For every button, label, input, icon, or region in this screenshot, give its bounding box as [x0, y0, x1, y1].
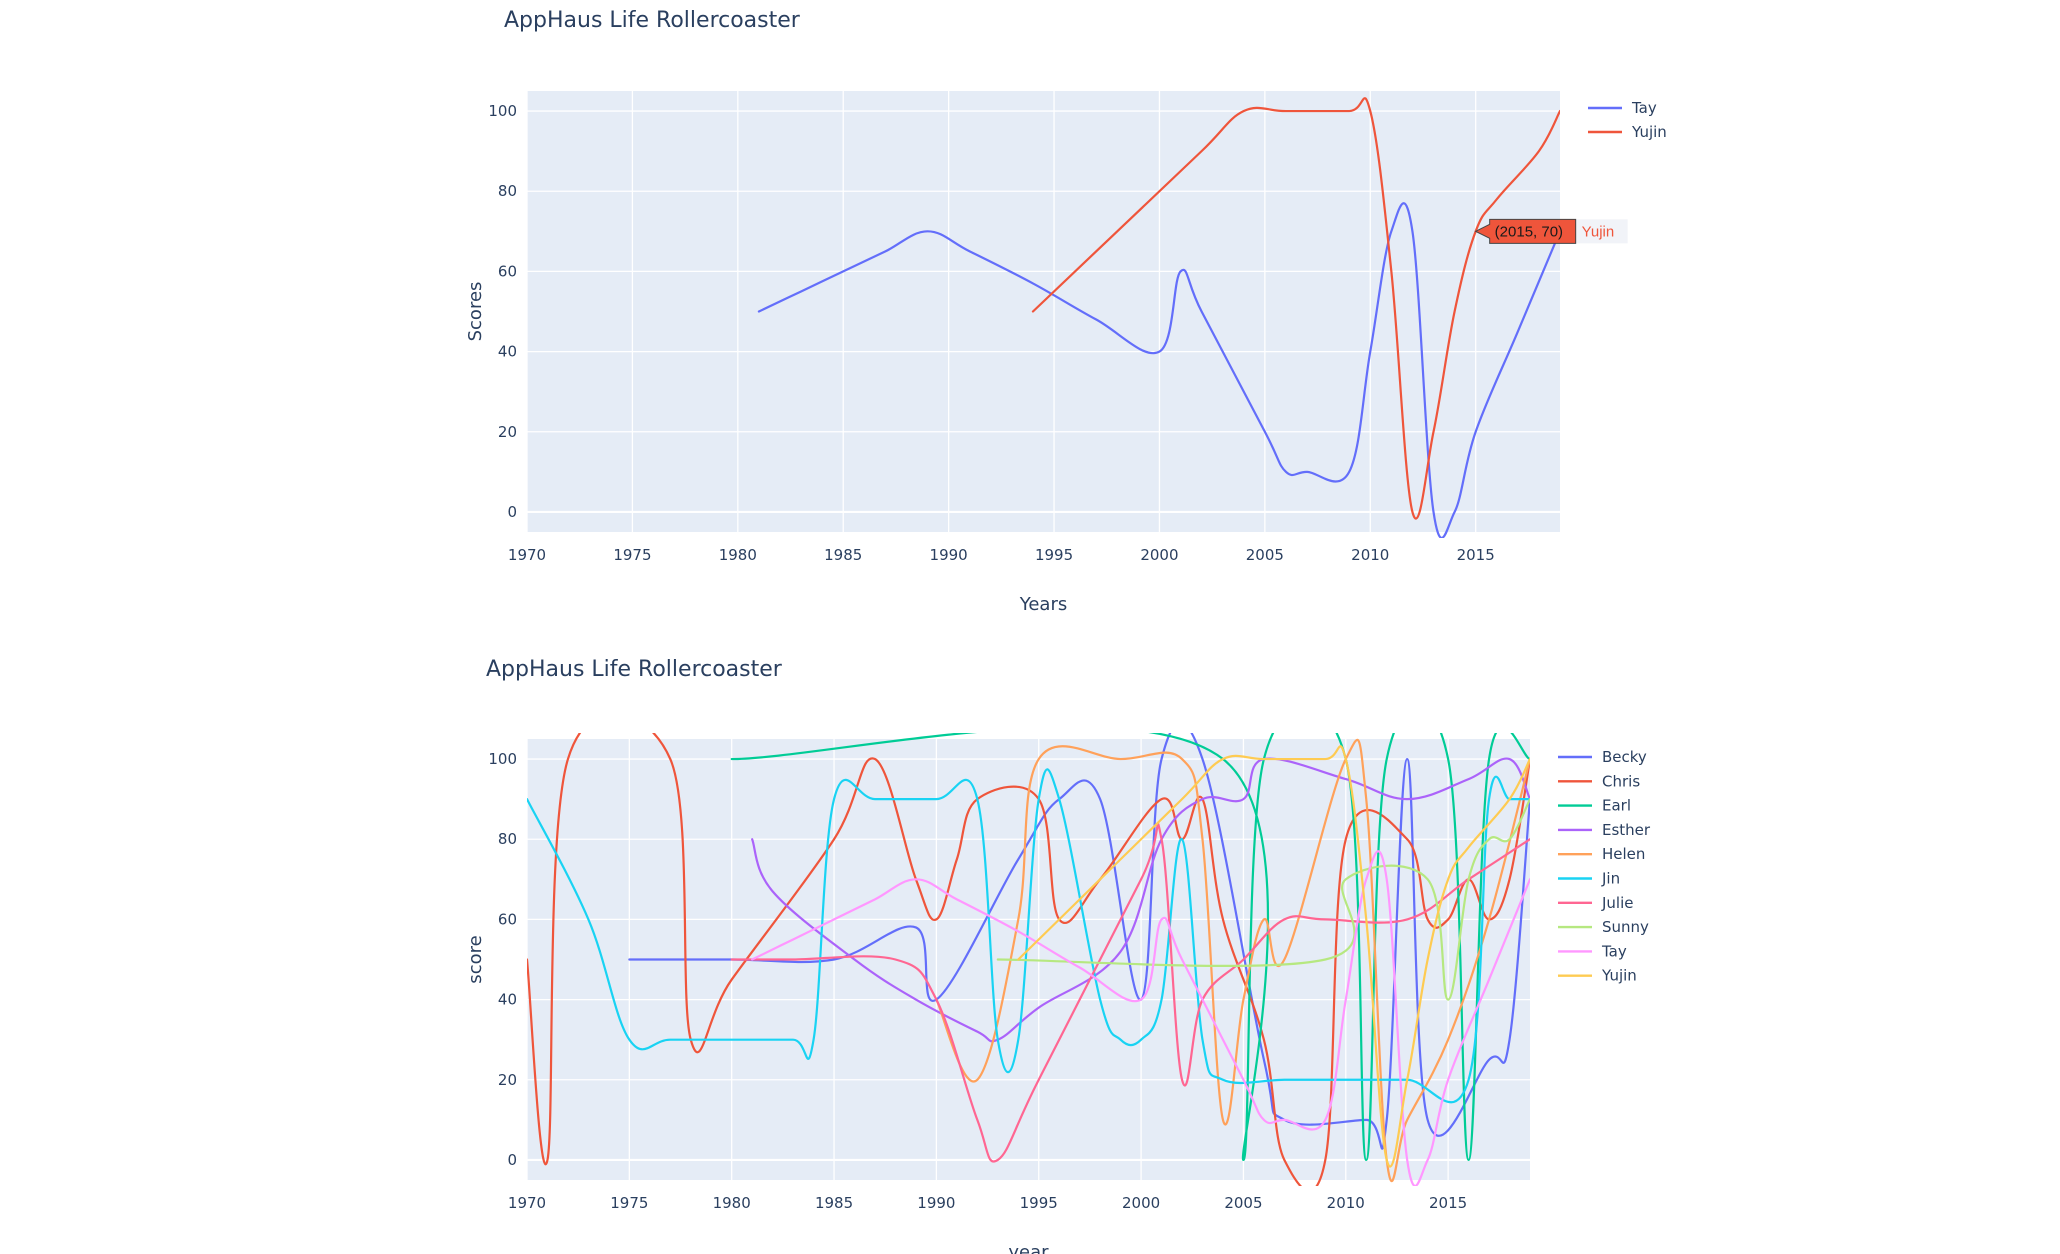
hover-series-name: Yujin [1582, 223, 1615, 240]
series-line-helen [935, 739, 1530, 1182]
gridlines [526, 91, 1560, 532]
x-tick-label: 1980 [719, 546, 757, 564]
legend-item-tay[interactable]: Tay [1558, 942, 1627, 960]
legend: Tay Yujin [1588, 99, 1667, 141]
legend-item-helen[interactable]: Helen [1558, 845, 1645, 863]
hover-name-background [1575, 219, 1628, 244]
plot-area [527, 91, 1560, 532]
legend-label: Esther [1602, 821, 1651, 839]
legend-item-sunny[interactable]: Sunny [1558, 918, 1649, 936]
series-line-becky [628, 733, 1530, 1150]
x-tick-label: 2005 [1246, 546, 1284, 564]
legend-item-esther[interactable]: Esther [1558, 821, 1651, 839]
legend-item-tay[interactable]: Tay [1588, 99, 1657, 117]
x-tick-label: 2010 [1327, 1194, 1365, 1212]
chart-title: AppHaus Life Rollercoaster [486, 657, 783, 682]
legend-item-julie[interactable]: Julie [1558, 894, 1634, 912]
y-tick-label: 100 [488, 102, 517, 120]
hover-pointer-box [1474, 218, 1577, 244]
legend-label: Tay [1631, 99, 1657, 117]
hover-label: (2015, 70) Yujin [1474, 218, 1628, 244]
x-tick-label: 1995 [1020, 1194, 1058, 1212]
legend-item-jin[interactable]: Jin [1558, 870, 1620, 888]
x-axis-title: Years [1019, 594, 1068, 615]
x-tick-label: 1990 [917, 1194, 955, 1212]
x-tick-label: 1985 [815, 1194, 853, 1212]
y-tick-label: 40 [498, 343, 517, 361]
legend-label: Helen [1602, 845, 1645, 863]
x-tick-label: 2000 [1122, 1194, 1160, 1212]
x-tick-label: 1980 [713, 1194, 751, 1212]
legend-item-becky[interactable]: Becky [1558, 748, 1647, 766]
y-axis-title: Scores [465, 282, 486, 342]
series-line-tay [751, 850, 1530, 1186]
series-lines [757, 97, 1560, 538]
legend-item-yujin[interactable]: Yujin [1558, 967, 1637, 985]
legend-label: Earl [1602, 797, 1631, 815]
series-line-tay [757, 202, 1560, 538]
y-tick-label: 0 [507, 503, 517, 521]
legend-label: Jin [1601, 870, 1620, 888]
x-tick-label: 1995 [1035, 546, 1073, 564]
x-tick-label: 2015 [1457, 546, 1495, 564]
legend-label: Yujin [1601, 967, 1637, 985]
chart-title: AppHaus Life Rollercoaster [504, 8, 801, 33]
x-tick-label: 1975 [610, 1194, 648, 1212]
y-tick-label: 40 [498, 991, 517, 1009]
y-tick-label: 60 [498, 910, 517, 928]
y-tick-label: 20 [498, 1071, 517, 1089]
series-line-yujin [1017, 745, 1530, 1168]
legend: Becky Chris Earl Esther Helen Jin Julie Sunny Ta… [1558, 748, 1651, 985]
legend-label: Tay [1601, 942, 1627, 960]
y-tick-label: 80 [498, 182, 517, 200]
x-tick-label: 2000 [1140, 546, 1178, 564]
legend-item-yujin[interactable]: Yujin [1588, 123, 1667, 141]
series-line-julie [730, 822, 1530, 1163]
y-tick-label: 60 [498, 262, 517, 280]
series-line-esther [751, 757, 1530, 1043]
x-tick-labels: 1970 1975 1980 1985 1990 1995 2000 2005 2010 2015 [508, 1194, 1467, 1212]
legend-label: Chris [1602, 772, 1640, 790]
legend-label: Yujin [1631, 123, 1667, 141]
y-tick-labels: 0 20 40 60 80 100 [488, 102, 517, 521]
y-axis-title: score [465, 935, 486, 983]
x-tick-label: 2015 [1429, 1194, 1467, 1212]
series-lines [527, 733, 1530, 1186]
x-tick-label: 1970 [508, 1194, 546, 1212]
y-tick-labels: 0 20 40 60 80 100 [488, 750, 517, 1169]
series-line-chris [527, 733, 1530, 1186]
x-tick-labels: 1970 1975 1980 1985 1990 1995 2000 2005 2010 2015 [508, 546, 1495, 564]
x-tick-label: 1985 [824, 546, 862, 564]
x-tick-label: 1975 [613, 546, 651, 564]
series-line-sunny [996, 798, 1530, 1001]
x-tick-label: 1990 [930, 546, 968, 564]
x-tick-label: 2005 [1224, 1194, 1262, 1212]
series-line-earl [730, 733, 1530, 1162]
x-axis-title: year [1008, 1242, 1049, 1254]
legend-label: Julie [1601, 894, 1634, 912]
y-tick-label: 20 [498, 423, 517, 441]
hover-value: (2015, 70) [1495, 223, 1563, 240]
y-tick-label: 0 [507, 1151, 517, 1169]
series-line-yujin [1031, 97, 1560, 520]
x-tick-label: 2010 [1351, 546, 1389, 564]
x-tick-label: 1970 [508, 546, 546, 564]
legend-label: Becky [1602, 748, 1647, 766]
legend-item-chris[interactable]: Chris [1558, 772, 1640, 790]
legend-label: Sunny [1602, 918, 1649, 936]
y-tick-label: 100 [488, 750, 517, 768]
y-tick-label: 80 [498, 830, 517, 848]
legend-item-earl[interactable]: Earl [1558, 797, 1631, 815]
